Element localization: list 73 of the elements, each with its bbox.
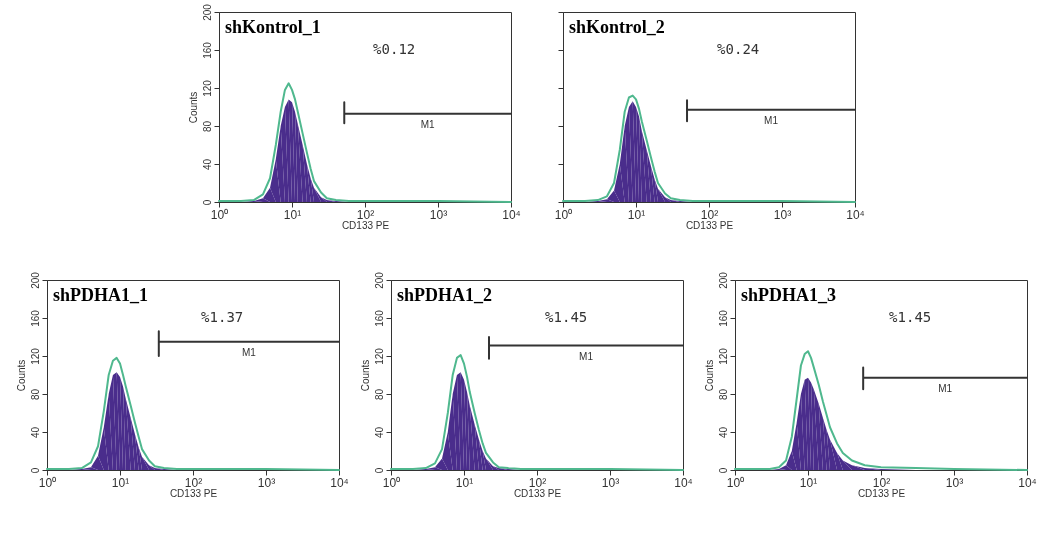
y-tick-label: 120: [717, 347, 728, 365]
x-tick-label: 10⁰: [554, 207, 572, 222]
x-tick-label: 10³: [601, 475, 619, 490]
y-tick-label: 0: [717, 467, 728, 474]
y-tick-label: 200: [717, 271, 728, 289]
y-tick-label: 40: [373, 426, 384, 439]
y-tick-label: 160: [717, 309, 728, 327]
y-tick-label: 160: [201, 41, 212, 59]
y-tick-label: 120: [373, 347, 384, 365]
x-tick-label: 10⁴: [329, 475, 349, 490]
series-label: M1: [578, 350, 593, 362]
y-axis-title: Counts: [703, 359, 714, 392]
x-tick-label: 10¹: [111, 475, 129, 490]
y-tick-label: 120: [29, 347, 40, 365]
x-tick-label: 10³: [429, 207, 447, 222]
x-tick-label: 10³: [945, 475, 963, 490]
y-tick-label: 160: [29, 309, 40, 327]
annotation: %0.12: [372, 41, 415, 57]
chart-title: shKontrol_2: [568, 17, 665, 37]
x-tick-label: 10²: [872, 475, 890, 490]
y-tick-label: 200: [201, 3, 212, 21]
x-tick-label: 10⁴: [1017, 475, 1037, 490]
x-tick-label: 10²: [184, 475, 202, 490]
series-label: M1: [420, 118, 435, 130]
x-tick-label: 10⁴: [501, 207, 521, 222]
x-tick-label: 10⁰: [726, 475, 744, 490]
y-tick-label: 40: [201, 158, 212, 171]
x-tick-label: 10³: [773, 207, 791, 222]
y-axis-title: Counts: [187, 91, 198, 124]
x-tick-label: 10¹: [799, 475, 817, 490]
x-axis-title: CD133 PE: [857, 487, 905, 499]
y-tick-label: 120: [201, 79, 212, 97]
annotation: %1.45: [888, 309, 931, 325]
series-label: M1: [937, 382, 952, 394]
y-tick-label: 160: [373, 309, 384, 327]
annotation: %0.24: [716, 41, 759, 57]
x-axis-title: CD133 PE: [341, 219, 389, 231]
y-tick-label: 200: [29, 271, 40, 289]
x-tick-label: 10¹: [455, 475, 473, 490]
chart-title: shPDHA1_2: [396, 285, 492, 305]
x-tick-label: 10⁴: [845, 207, 865, 222]
x-tick-label: 10¹: [627, 207, 645, 222]
x-tick-label: 10²: [700, 207, 718, 222]
annotation: %1.45: [544, 309, 587, 325]
y-axis-title: Counts: [359, 359, 370, 392]
y-tick-label: 40: [29, 426, 40, 439]
x-axis-title: CD133 PE: [513, 487, 561, 499]
y-tick-label: 40: [717, 426, 728, 439]
y-tick-label: 80: [29, 388, 40, 401]
y-axis-title: Counts: [15, 359, 26, 392]
x-tick-label: 10²: [356, 207, 374, 222]
chart-title: shKontrol_1: [224, 17, 321, 37]
x-axis-title: CD133 PE: [685, 219, 733, 231]
y-tick-label: 80: [373, 388, 384, 401]
chart-title: shPDHA1_1: [52, 285, 148, 305]
series-label: M1: [763, 114, 778, 126]
chart-title: shPDHA1_3: [740, 285, 836, 305]
y-tick-label: 200: [373, 271, 384, 289]
y-tick-label: 0: [29, 467, 40, 474]
y-tick-label: 80: [201, 120, 212, 133]
x-tick-label: 10⁰: [382, 475, 400, 490]
x-tick-label: 10⁴: [673, 475, 693, 490]
annotation: %1.37: [200, 309, 243, 325]
x-tick-label: 10²: [528, 475, 546, 490]
x-tick-label: 10³: [257, 475, 275, 490]
x-tick-label: 10⁰: [210, 207, 228, 222]
y-tick-label: 0: [201, 199, 212, 206]
x-axis-title: CD133 PE: [169, 487, 217, 499]
series-label: M1: [241, 346, 256, 358]
y-tick-label: 0: [373, 467, 384, 474]
x-tick-label: 10⁰: [38, 475, 56, 490]
x-tick-label: 10¹: [283, 207, 301, 222]
y-tick-label: 80: [717, 388, 728, 401]
